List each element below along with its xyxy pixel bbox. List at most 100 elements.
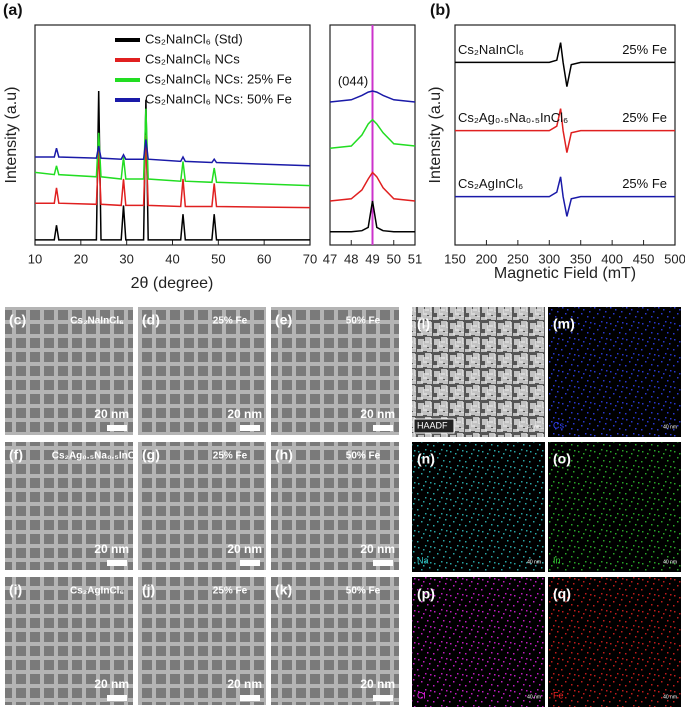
element-label: Cl <box>417 690 426 700</box>
x-tick-label: 50 <box>387 251 401 266</box>
micrograph <box>5 442 133 570</box>
annotation: (044) <box>338 73 368 88</box>
series-name: Cs₂Ag₀.₅Na₀.₅InCl₆ <box>458 110 568 125</box>
scale-label: 20 nm <box>94 677 129 691</box>
series-label: 25% Fe <box>622 176 667 191</box>
x-tick-label: 50 <box>211 251 225 266</box>
data-line <box>34 108 311 187</box>
legend-label: Cs₂NaInCl₆ NCs <box>145 51 240 66</box>
panel-label: (p) <box>417 586 435 602</box>
x-axis-label: Magnetic Field (mT) <box>494 265 636 282</box>
panel-label: (d) <box>142 312 160 328</box>
x-tick-label: 60 <box>257 251 271 266</box>
scale-label: 40 nm <box>527 559 541 565</box>
label-box <box>413 418 455 434</box>
element-map <box>412 577 545 707</box>
data-line <box>35 90 310 241</box>
scale-label: 20 nm <box>360 542 395 556</box>
scale-bar <box>107 560 127 566</box>
panel-label: (n) <box>417 451 435 467</box>
x-tick-label: 20 <box>74 251 88 266</box>
scale-label: 40 nm <box>663 694 677 700</box>
scale-label: 20 nm <box>94 542 129 556</box>
data-line <box>455 108 675 153</box>
micrograph-title: 50% Fe <box>346 451 381 462</box>
scale-label: 20 nm <box>94 407 129 421</box>
panel-label: (a) <box>3 2 23 19</box>
series-label: 25% Fe <box>622 42 667 57</box>
scale-bar <box>240 425 260 431</box>
scale-label: 40 nm <box>663 559 677 565</box>
x-tick-label: 500 <box>664 251 685 266</box>
micrograph-title: 50% Fe <box>346 586 381 597</box>
micrograph <box>271 442 399 570</box>
x-tick-label: 48 <box>344 251 358 266</box>
series-label: 25% Fe <box>622 110 667 125</box>
micrograph-title: Cs₂AgInCl₆ <box>70 586 124 597</box>
scale-label: 20 nm <box>227 407 262 421</box>
data-line <box>329 90 416 103</box>
panel-label: (l) <box>417 316 430 332</box>
micrograph <box>138 307 266 435</box>
scale-label: 20 nm <box>360 677 395 691</box>
plot-frame <box>454 24 676 246</box>
legend-label: Cs₂NaInCl₆ NCs: 25% Fe <box>145 71 292 86</box>
scale-bar <box>240 560 260 566</box>
x-tick-label: 350 <box>570 251 592 266</box>
scale-label: 40 nm <box>663 424 677 430</box>
panel-label: (o) <box>553 451 571 467</box>
x-tick-label: 400 <box>601 251 623 266</box>
x-tick-label: 250 <box>507 251 529 266</box>
micrograph-title: 25% Fe <box>213 316 248 327</box>
micrograph-title: Cs₂NaInCl₆ <box>70 316 123 327</box>
x-tick-label: 300 <box>538 251 560 266</box>
data-line <box>455 42 675 87</box>
micrograph <box>138 577 266 705</box>
scale-bar <box>373 425 393 431</box>
micrograph <box>271 307 399 435</box>
scale-label: 20 nm <box>360 407 395 421</box>
panel-label: (q) <box>553 586 571 602</box>
micrograph-title: Cs₂Ag₀.₅Na₀.₅InCl₆ <box>52 451 143 462</box>
micrograph <box>5 307 133 435</box>
panel-label: (b) <box>430 2 450 19</box>
scale-bar <box>107 695 127 701</box>
micrograph-title: 50% Fe <box>346 316 381 327</box>
scale-bar <box>373 695 393 701</box>
element-label: In <box>553 555 561 565</box>
panel-label: (m) <box>553 316 575 332</box>
panel-label: (h) <box>275 447 293 463</box>
scale-label: 40 nm <box>527 424 541 430</box>
x-tick-label: 70 <box>303 251 317 266</box>
micrograph-title: 25% Fe <box>213 586 248 597</box>
panel-label: (f) <box>9 447 23 463</box>
x-tick-label: 30 <box>119 251 133 266</box>
element-label: Fe <box>553 690 564 700</box>
series-name: Cs₂AgInCl₆ <box>458 176 523 191</box>
element-label: HAADF <box>417 420 448 430</box>
panel-label: (i) <box>9 582 22 598</box>
panel-label: (k) <box>275 582 292 598</box>
element-map <box>548 307 681 437</box>
element-map <box>412 442 545 572</box>
data-line <box>329 171 416 202</box>
series-name: Cs₂NaInCl₆ <box>458 42 524 57</box>
x-tick-label: 40 <box>165 251 179 266</box>
legend-label: Cs₂NaInCl₆ (Std) <box>145 31 243 46</box>
scale-bar <box>107 425 127 431</box>
panel-label: (j) <box>142 582 155 598</box>
scale-bar <box>240 695 260 701</box>
data-line <box>35 139 311 167</box>
x-tick-label: 150 <box>444 251 466 266</box>
legend-label: Cs₂NaInCl₆ NCs: 50% Fe <box>145 91 292 106</box>
micrograph <box>271 577 399 705</box>
micrograph <box>138 442 266 570</box>
x-tick-label: 200 <box>476 251 498 266</box>
element-label: Na <box>417 555 429 565</box>
x-tick-label: 49 <box>365 251 379 266</box>
y-axis-label: Intensity (a.u) <box>427 87 444 184</box>
data-line <box>455 176 675 217</box>
data-line <box>330 200 415 233</box>
panel-label: (g) <box>142 447 160 463</box>
x-tick-label: 450 <box>633 251 655 266</box>
